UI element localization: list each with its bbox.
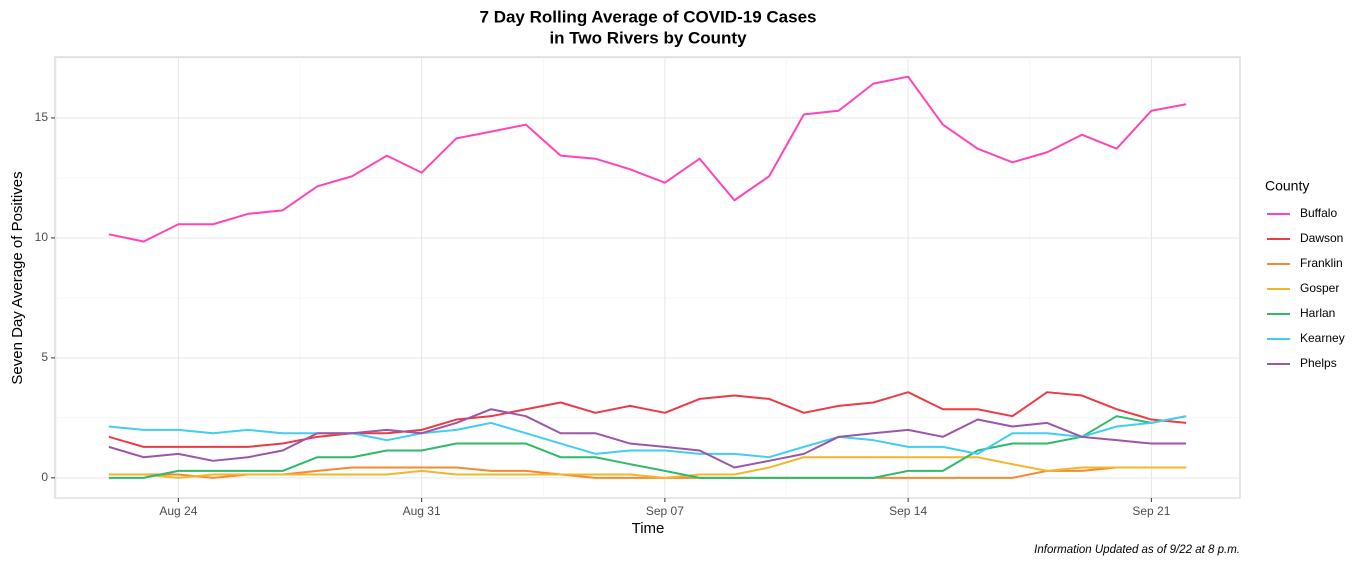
- line: [108, 456, 1187, 479]
- x-tick-label: Sep 07: [646, 504, 684, 518]
- plot-panel: [54, 56, 1241, 499]
- line: [108, 415, 1187, 479]
- x-axis-title: Time: [632, 520, 665, 537]
- y-tick-label: 0: [41, 470, 48, 484]
- legend-label: Harlan: [1300, 306, 1335, 320]
- legend-label: Gosper: [1300, 281, 1339, 295]
- x-tick-label: Aug 24: [159, 504, 197, 518]
- x-tick-label: Aug 31: [403, 504, 441, 518]
- y-tick-label: 10: [35, 230, 49, 244]
- line: [108, 415, 1187, 459]
- y-tick-label: 15: [35, 110, 49, 124]
- y-tick-label: 5: [41, 350, 48, 364]
- line: [108, 408, 1187, 469]
- caption: Information Updated as of 9/22 at 8 p.m.: [1034, 544, 1240, 556]
- chart-title: 7 Day Rolling Average of COVID-19 Cases: [480, 7, 817, 26]
- legend-label: Kearney: [1300, 331, 1345, 345]
- legend-label: Franklin: [1300, 256, 1343, 270]
- x-tick-label: Sep 14: [889, 504, 927, 518]
- legend-label: Dawson: [1300, 231, 1343, 245]
- line: [108, 75, 1187, 243]
- chart-title: in Two Rivers by County: [549, 28, 747, 47]
- legend-label: Phelps: [1300, 356, 1337, 370]
- legend-label: Buffalo: [1300, 206, 1337, 220]
- legend-title: County: [1265, 178, 1309, 194]
- x-tick-label: Sep 21: [1132, 504, 1170, 518]
- line: [108, 391, 1187, 448]
- y-axis-title: Seven Day Average of Positives: [9, 171, 26, 384]
